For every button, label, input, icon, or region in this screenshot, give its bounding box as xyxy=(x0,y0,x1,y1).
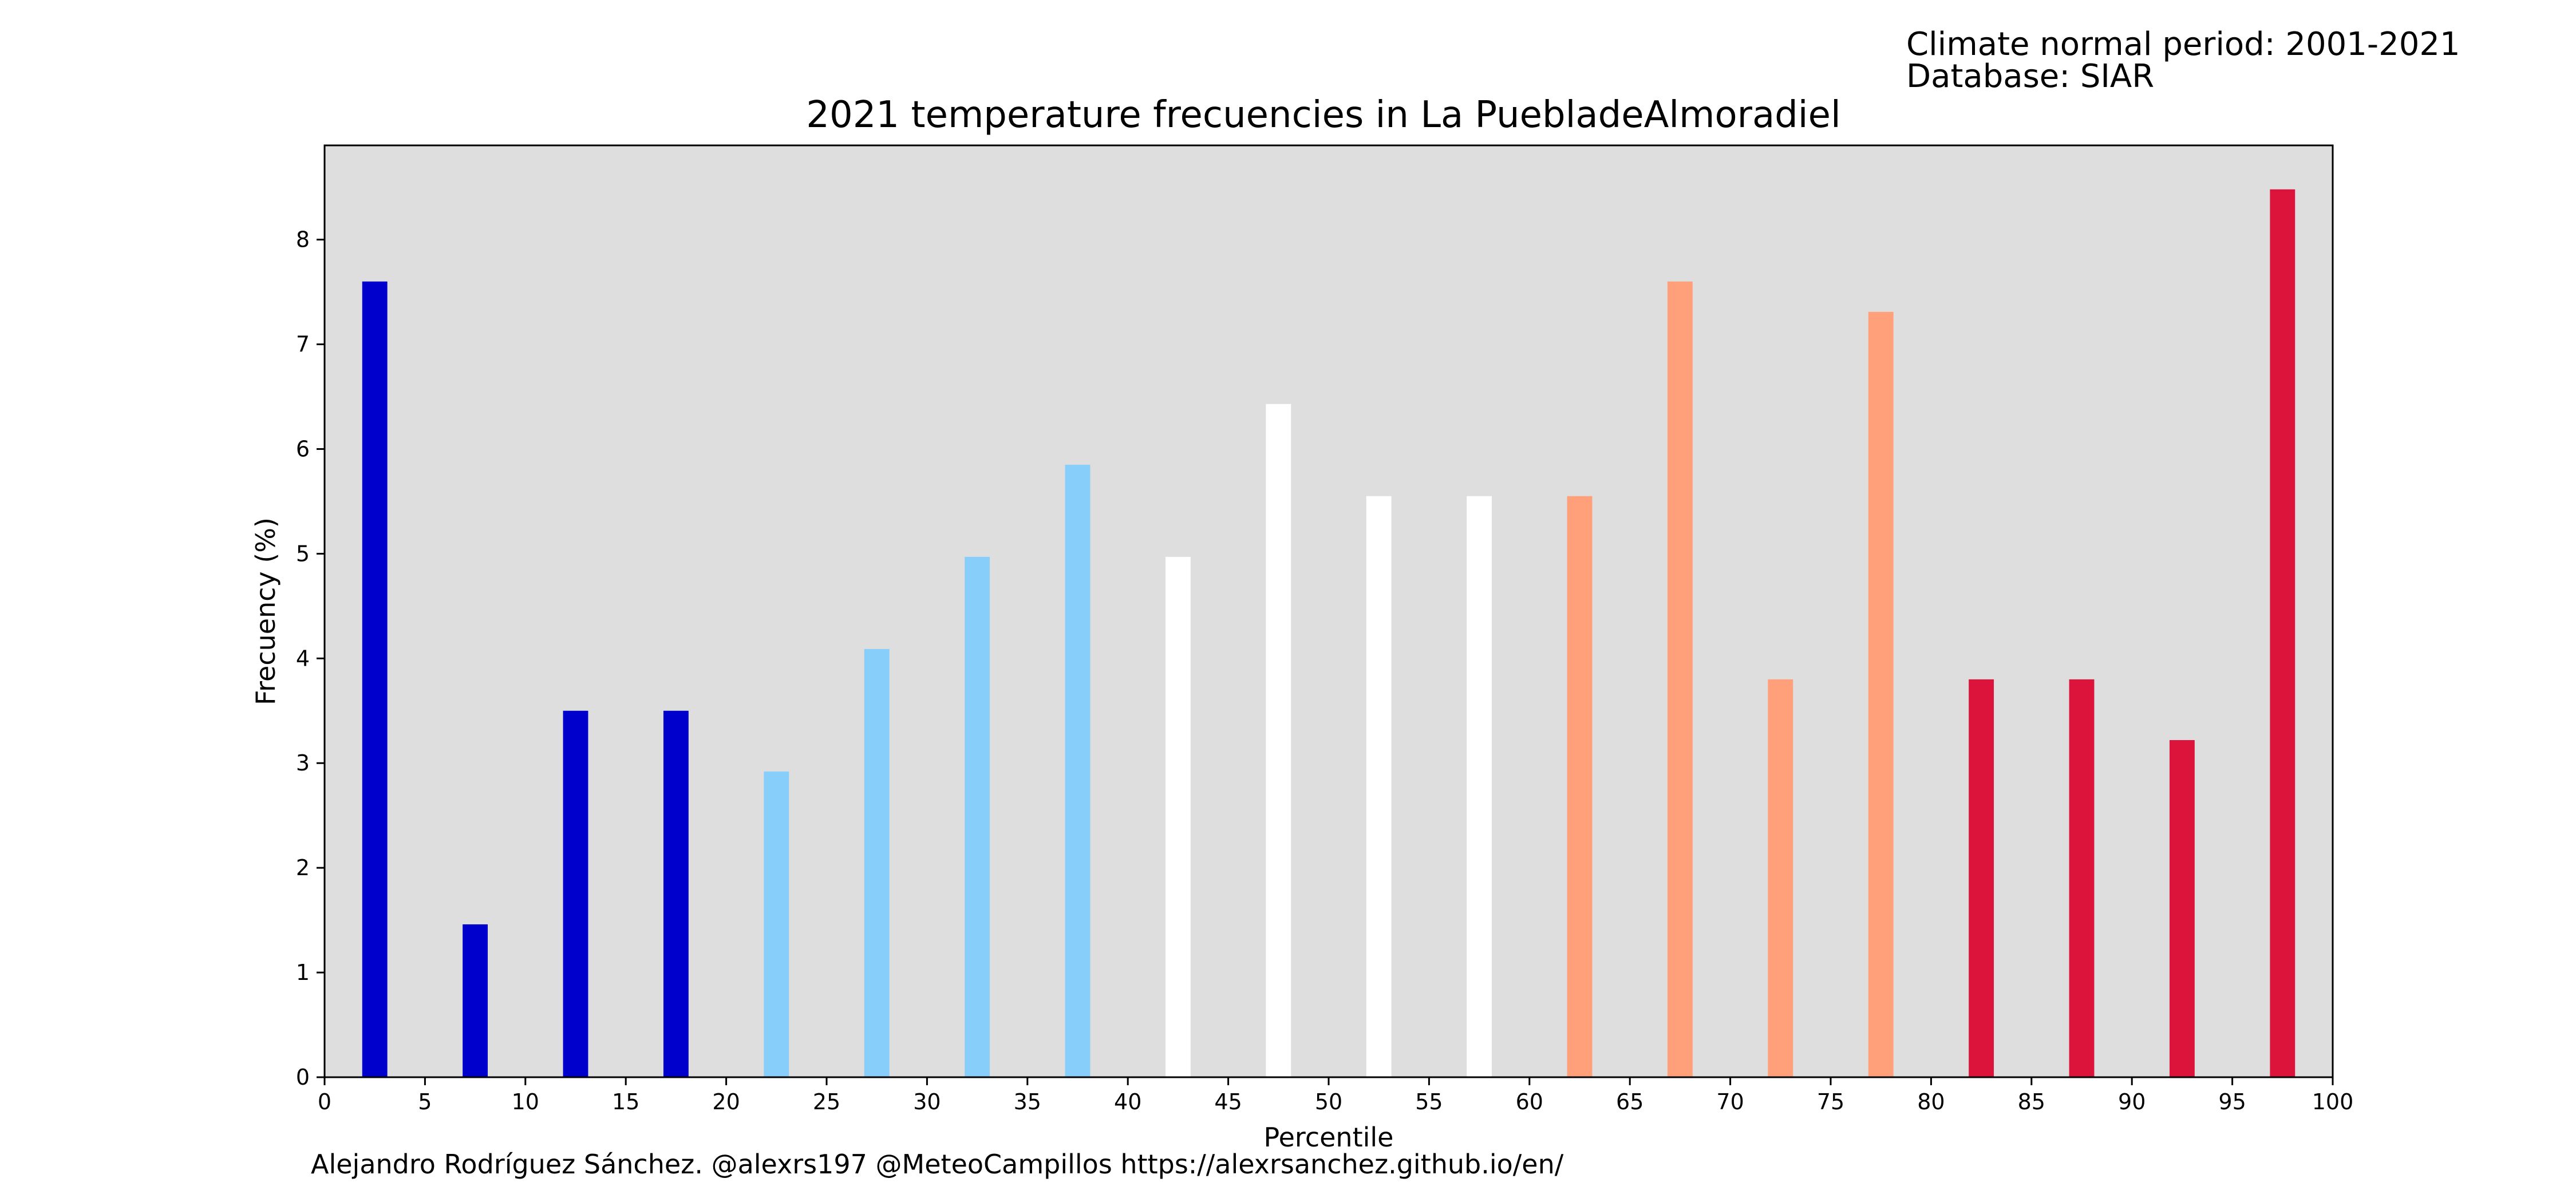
credits-footer: Alejandro Rodríguez Sánchez. @alexrs197 … xyxy=(311,1149,1564,1180)
climate-normal-period: Climate normal period: 2001-2021 xyxy=(1906,26,2460,63)
x-tick-label: 90 xyxy=(2118,1089,2146,1114)
x-tick-label: 40 xyxy=(1114,1089,1141,1114)
y-tick-label: 2 xyxy=(296,855,310,880)
bar-p62.5 xyxy=(1567,496,1593,1077)
bar-p47.5 xyxy=(1266,404,1291,1078)
x-tick-label: 80 xyxy=(1917,1089,1945,1114)
bar-p92.5 xyxy=(2169,740,2195,1077)
bar-p2.5 xyxy=(362,281,388,1078)
bar-p72.5 xyxy=(1768,679,1793,1077)
plot-area xyxy=(325,145,2333,1077)
bar-p22.5 xyxy=(764,771,789,1077)
y-axis-ticks: 0 1 2 3 4 5 6 7 8 xyxy=(296,227,325,1090)
x-tick-label: 30 xyxy=(913,1089,941,1114)
y-tick-label: 7 xyxy=(296,332,310,357)
x-tick-label: 60 xyxy=(1516,1089,1543,1114)
y-axis-label: Frecuency (%) xyxy=(250,517,281,705)
bar-p32.5 xyxy=(965,556,990,1077)
bar-p87.5 xyxy=(2069,679,2095,1077)
bar-p82.5 xyxy=(1969,679,1994,1077)
x-tick-label: 75 xyxy=(1817,1089,1844,1114)
x-tick-label: 15 xyxy=(612,1089,639,1114)
x-axis-label: Percentile xyxy=(1264,1122,1394,1153)
bar-p77.5 xyxy=(1868,311,1894,1077)
bar-p67.5 xyxy=(1667,281,1693,1078)
x-tick-label: 65 xyxy=(1616,1089,1643,1114)
x-tick-label: 70 xyxy=(1716,1089,1744,1114)
bar-p57.5 xyxy=(1467,496,1492,1077)
bar-p42.5 xyxy=(1165,556,1191,1077)
y-tick-label: 5 xyxy=(296,541,310,566)
x-tick-label: 25 xyxy=(813,1089,840,1114)
x-tick-label: 95 xyxy=(2218,1089,2246,1114)
x-tick-label: 35 xyxy=(1014,1089,1041,1114)
bar-p52.5 xyxy=(1366,496,1392,1077)
y-tick-label: 0 xyxy=(296,1065,310,1090)
x-tick-label: 10 xyxy=(512,1089,539,1114)
bar-p97.5 xyxy=(2270,189,2296,1078)
bars-group xyxy=(362,189,2296,1078)
x-tick-label: 100 xyxy=(2312,1089,2354,1114)
x-tick-label: 20 xyxy=(712,1089,740,1114)
y-tick-label: 1 xyxy=(296,960,310,985)
x-tick-label: 55 xyxy=(1415,1089,1443,1114)
x-tick-label: 5 xyxy=(418,1089,432,1114)
x-tick-label: 85 xyxy=(2018,1089,2045,1114)
y-tick-label: 4 xyxy=(296,646,310,671)
bar-p37.5 xyxy=(1065,464,1091,1077)
bar-p27.5 xyxy=(864,649,890,1077)
chart-title: 2021 temperature frecuencies in La Puebl… xyxy=(806,94,1840,136)
x-tick-label: 0 xyxy=(318,1089,331,1114)
database-note: Database: SIAR xyxy=(1906,58,2154,95)
y-tick-label: 3 xyxy=(296,750,310,776)
x-axis-ticks: 0 5 10 15 20 25 30 35 40 45 50 55 60 65 70 75 80 85 90 95 10… xyxy=(318,1077,2353,1114)
x-tick-label: 45 xyxy=(1214,1089,1242,1114)
y-tick-label: 6 xyxy=(296,436,310,461)
y-tick-label: 8 xyxy=(296,227,310,252)
bar-p12.5 xyxy=(563,710,588,1077)
bar-p17.5 xyxy=(663,710,689,1077)
x-tick-label: 50 xyxy=(1315,1089,1342,1114)
bar-p7.5 xyxy=(463,924,488,1077)
